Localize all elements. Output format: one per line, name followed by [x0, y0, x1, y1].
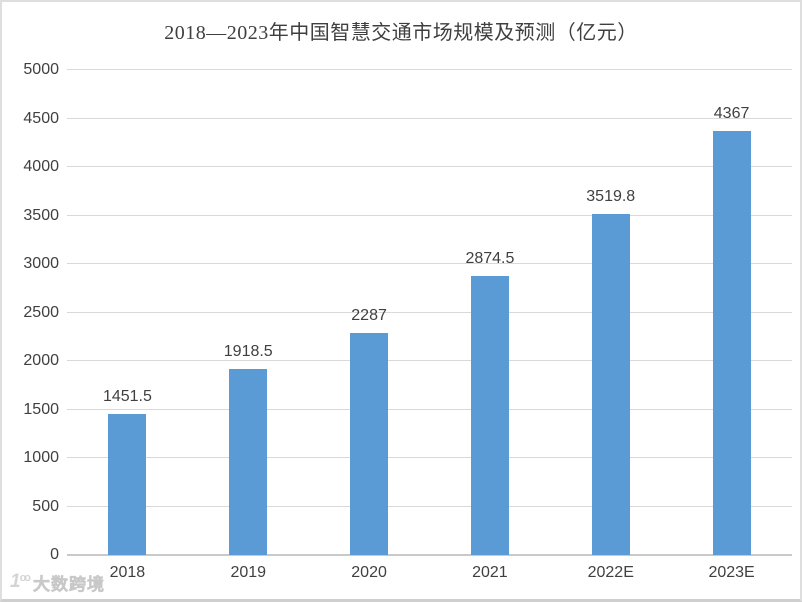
y-tick-label: 500 — [32, 497, 59, 515]
bar-slot: 2874.5 — [430, 70, 551, 555]
bar-slot: 4367 — [671, 70, 792, 555]
bar-value-label: 1918.5 — [223, 342, 273, 360]
x-tick-label: 2023E — [708, 564, 755, 581]
bar-slot: 3519.8 — [550, 70, 671, 555]
bar-value-label: 2874.5 — [465, 250, 515, 268]
gridline — [67, 117, 792, 119]
x-axis-line — [67, 554, 792, 556]
gridline — [67, 311, 792, 313]
y-tick-label: 5000 — [23, 61, 59, 78]
gridline — [67, 166, 792, 167]
y-tick-label: 2000 — [23, 352, 59, 369]
bar — [229, 368, 268, 555]
x-tick-label: 2022E — [587, 564, 634, 581]
bar-value-label: 3519.8 — [586, 187, 636, 205]
y-tick-label: 2500 — [23, 303, 59, 321]
x-tick-label: 2019 — [230, 564, 267, 581]
y-tick-label: 4500 — [23, 109, 59, 127]
gridline — [67, 408, 792, 410]
plot-area: 1451.5 1918.5 2287 2874.5 3519.8 4367 — [67, 69, 792, 556]
y-tick-label: 1500 — [23, 400, 59, 418]
y-tick-label: 0 — [50, 546, 59, 563]
y-tick-label: 3500 — [23, 206, 59, 224]
bar — [108, 414, 147, 555]
y-tick-label: 3000 — [23, 255, 59, 272]
bar — [591, 213, 630, 555]
x-axis: 2018 2019 2020 2021 2022E 2023E — [67, 564, 792, 588]
gridline — [67, 69, 792, 70]
bar-value-label: 1451.5 — [102, 388, 152, 406]
gridline — [67, 360, 792, 361]
x-tick-label: 2018 — [109, 564, 146, 581]
y-tick-label: 1000 — [23, 449, 59, 466]
x-tick-label: 2020 — [351, 564, 387, 581]
gridline — [67, 263, 792, 264]
bar-value-label: 2287 — [351, 307, 387, 325]
bar-value-label: 4367 — [713, 105, 750, 123]
bar — [712, 131, 751, 555]
gridline — [67, 457, 792, 458]
chart-title: 2018—2023年中国智慧交通市场规模及预测（亿元） — [164, 22, 638, 44]
y-tick-label: 4000 — [23, 158, 59, 175]
bar-slot: 1918.5 — [188, 70, 309, 555]
dashukuajing-logo-icon: 1oo — [10, 570, 31, 592]
x-tick-label: 2021 — [472, 564, 508, 581]
bar-slot: 1451.5 — [67, 70, 188, 555]
watermark: 1oo 大数跨境 — [10, 570, 105, 595]
bar — [470, 276, 509, 555]
bar — [350, 333, 389, 555]
gridline — [67, 505, 792, 507]
gridline — [67, 214, 792, 216]
bar-slot: 2287 — [309, 70, 430, 555]
watermark-label: 大数跨境 — [33, 575, 106, 595]
